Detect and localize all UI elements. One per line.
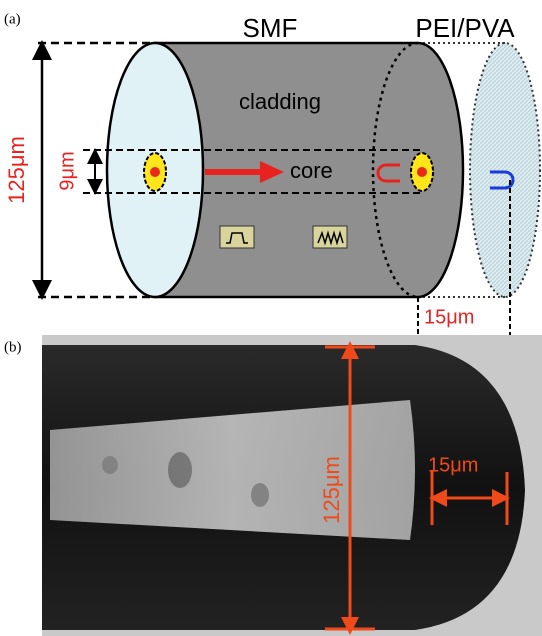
coating-end [470,43,540,297]
defect [102,456,118,474]
coating-thickness-label: 15μm [424,306,474,328]
diameter-label: 125μm [319,456,344,524]
figure: (a) SMF PEI/PVA cladding 125μm 9μm core [0,0,542,636]
panel-b: (b) 125μm 15μm [4,335,542,636]
panel-label: (b) [4,339,22,355]
panel-a: (a) SMF PEI/PVA cladding 125μm 9μm core [4,11,540,336]
core-center [417,167,427,177]
core-label: core [290,158,333,183]
panel-label: (a) [4,11,21,27]
cladding-label: cladding [239,89,321,114]
spectrum-box [220,226,254,248]
defect [168,452,192,488]
fiber-title: SMF [243,13,298,43]
core-center [150,167,160,177]
coating-title: PEI/PVA [415,13,515,43]
diameter-label: 125μm [4,136,29,204]
defect [251,483,269,507]
core-diameter-label: 9μm [56,151,78,190]
coating-thickness-label: 15μm [428,454,478,476]
